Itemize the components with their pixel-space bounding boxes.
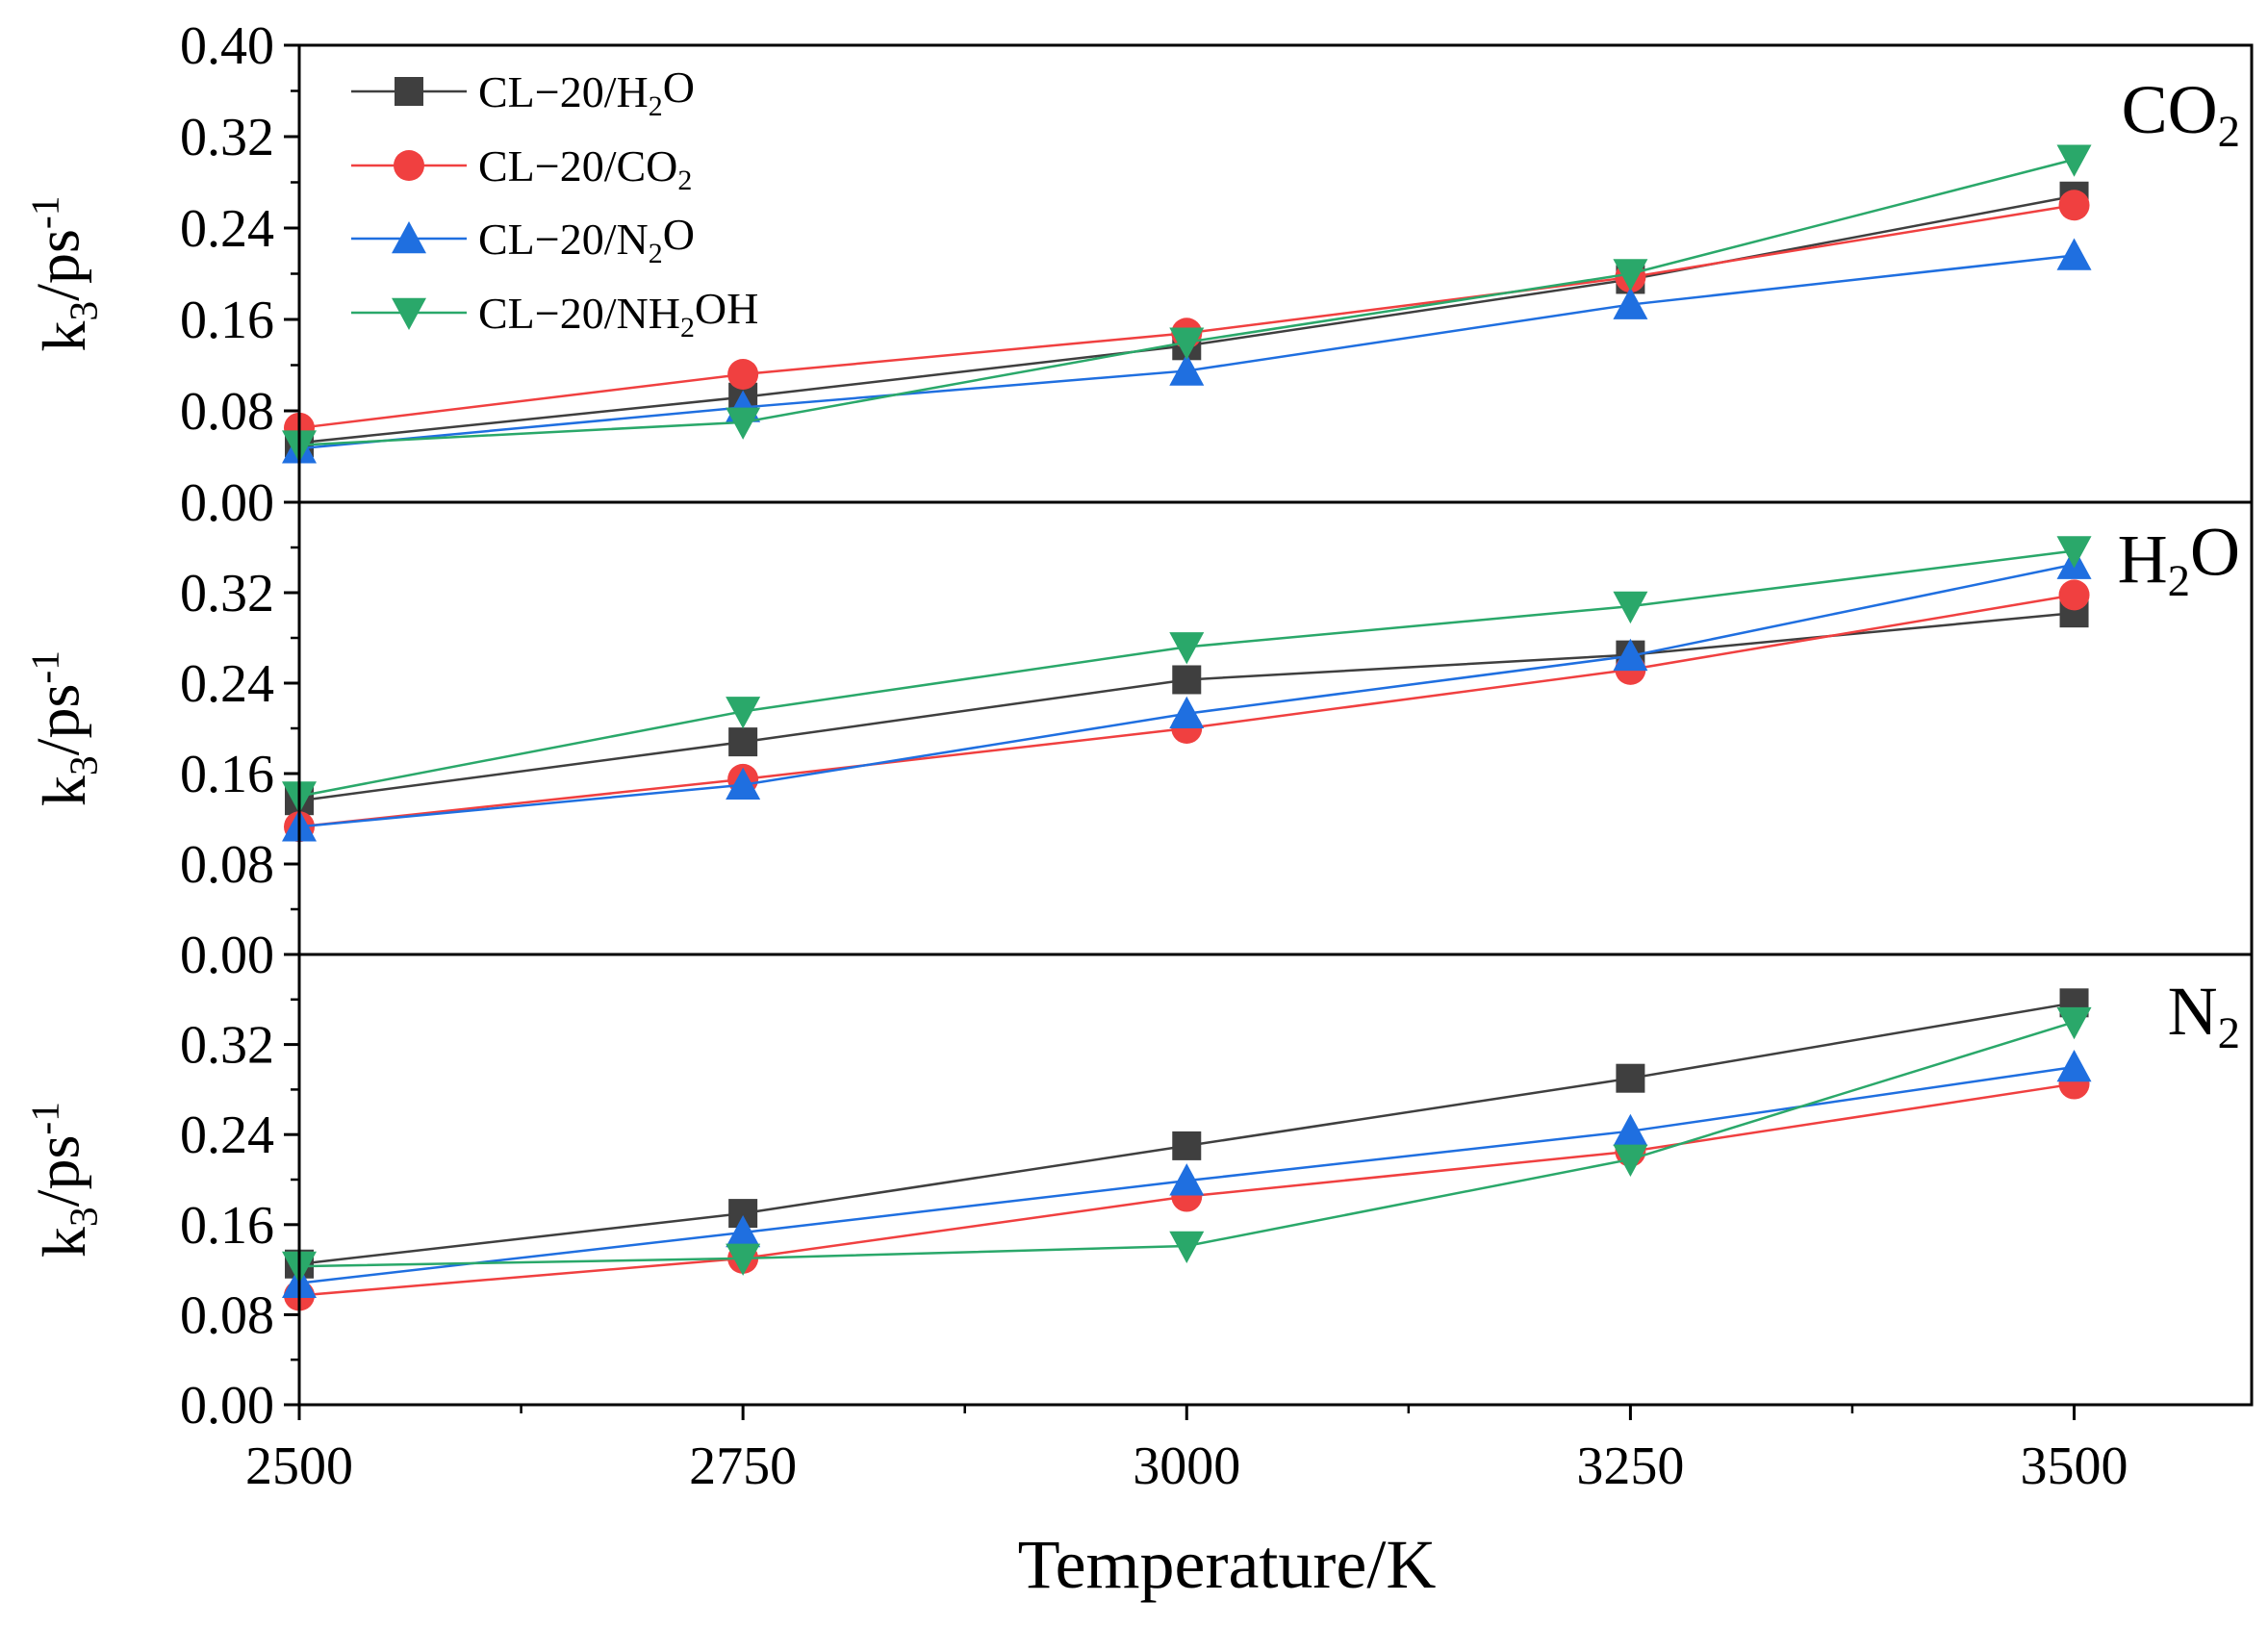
- legend-label: CL−20/H2O: [478, 63, 695, 122]
- panel-1: 0.00 0.08 0.16 0.24 0.32 0.40 k3/ps-1 CO2: [22, 16, 2254, 533]
- data-point: [2056, 238, 2092, 270]
- y-tick-label: 0.08: [180, 835, 274, 895]
- data-point: [1613, 1144, 1648, 1177]
- panels-group: 0.000.080.160.240.320.40k3/ps-1CO20.000.…: [22, 16, 2254, 1436]
- x-tick-label: 2500: [245, 1436, 353, 1496]
- data-point: [2056, 1006, 2092, 1040]
- panel-tag: N2: [2168, 973, 2240, 1058]
- panel-tag: CO2: [2122, 71, 2240, 157]
- data-point: [728, 727, 758, 757]
- y-tick-label: 0.24: [180, 1106, 274, 1165]
- legend-label: CL−20/CO2: [478, 141, 692, 196]
- y-axis-title: k3/ps-1: [22, 650, 105, 806]
- x-tick-label: 3500: [2021, 1436, 2128, 1496]
- panel-2: 0.00 0.08 0.16 0.24 0.32 k3/ps-1 H2O: [22, 500, 2254, 985]
- legend-marker: [392, 297, 426, 330]
- y-tick-label: 0.00: [180, 1376, 274, 1436]
- x-tick-label: 2750: [689, 1436, 797, 1496]
- y-tick-label: 0.24: [180, 199, 274, 259]
- y-tick-label: 0.16: [180, 291, 274, 350]
- data-point: [1169, 1163, 1205, 1196]
- data-point: [1169, 632, 1205, 665]
- x-tick-label: 3250: [1576, 1436, 1684, 1496]
- legend-item-3: CL−20/N2O: [351, 210, 695, 269]
- data-point: [1172, 1131, 1202, 1160]
- data-point: [2058, 579, 2090, 611]
- data-point: [1169, 696, 1205, 729]
- data-point: [1172, 665, 1202, 695]
- y-axis-title: k3/ps-1: [22, 1102, 105, 1258]
- legend-marker: [392, 221, 426, 254]
- data-point: [2056, 536, 2092, 569]
- data-point: [726, 697, 761, 729]
- x-tick-label: 3000: [1133, 1436, 1240, 1496]
- data-point: [726, 767, 761, 801]
- x-axis-title: Temperature/K: [1018, 1526, 1437, 1603]
- data-point: [1613, 591, 1648, 624]
- y-tick-label: 0.32: [180, 564, 274, 623]
- data-point: [727, 359, 759, 390]
- y-tick-label: 0.32: [180, 108, 274, 167]
- y-tick-label: 0.32: [180, 1016, 274, 1076]
- legend-item-2: CL−20/CO2: [351, 141, 692, 196]
- data-point: [1613, 638, 1648, 672]
- data-point: [1616, 1063, 1645, 1093]
- legend-label: CL−20/NH2OH: [478, 284, 758, 343]
- data-point: [2058, 190, 2090, 221]
- y-tick-label: 0.00: [180, 926, 274, 985]
- y-axis-title: k3/ps-1: [22, 195, 105, 351]
- data-point: [2056, 144, 2092, 177]
- data-point: [1169, 1231, 1205, 1264]
- y-tick-label: 0.08: [180, 382, 274, 442]
- x-axis: 2500 2750 3000 3250 3500: [245, 1405, 2128, 1496]
- data-point: [726, 407, 761, 440]
- y-tick-label: 0.08: [180, 1285, 274, 1345]
- y-tick-label: 0.00: [180, 473, 274, 533]
- panel-tag: H2O: [2118, 513, 2240, 606]
- legend-marker: [394, 150, 424, 181]
- legend: CL−20/H2O CL−20/CO2 CL−20/N2O CL−20/NH2OH: [351, 63, 758, 343]
- y-tick-label: 0.40: [180, 16, 274, 76]
- data-point: [726, 1214, 761, 1248]
- y-tick-label: 0.24: [180, 654, 274, 714]
- data-point: [1613, 1113, 1648, 1146]
- legend-item-4: CL−20/NH2OH: [351, 284, 758, 343]
- legend-label: CL−20/N2O: [478, 210, 695, 269]
- legend-marker: [395, 77, 423, 106]
- data-point: [1169, 353, 1205, 386]
- y-tick-label: 0.16: [180, 745, 274, 804]
- panel-frame: [297, 953, 2254, 1407]
- data-point: [1613, 259, 1648, 292]
- data-point: [1169, 327, 1205, 360]
- data-point: [2056, 1050, 2092, 1082]
- panel-3: 0.00 0.08 0.16 0.24 0.32 k3/ps-1 N2: [22, 953, 2254, 1436]
- data-point: [1613, 287, 1648, 319]
- y-tick-label: 0.16: [180, 1196, 274, 1256]
- data-point: [726, 1243, 761, 1276]
- legend-item-1: CL−20/H2O: [351, 63, 695, 122]
